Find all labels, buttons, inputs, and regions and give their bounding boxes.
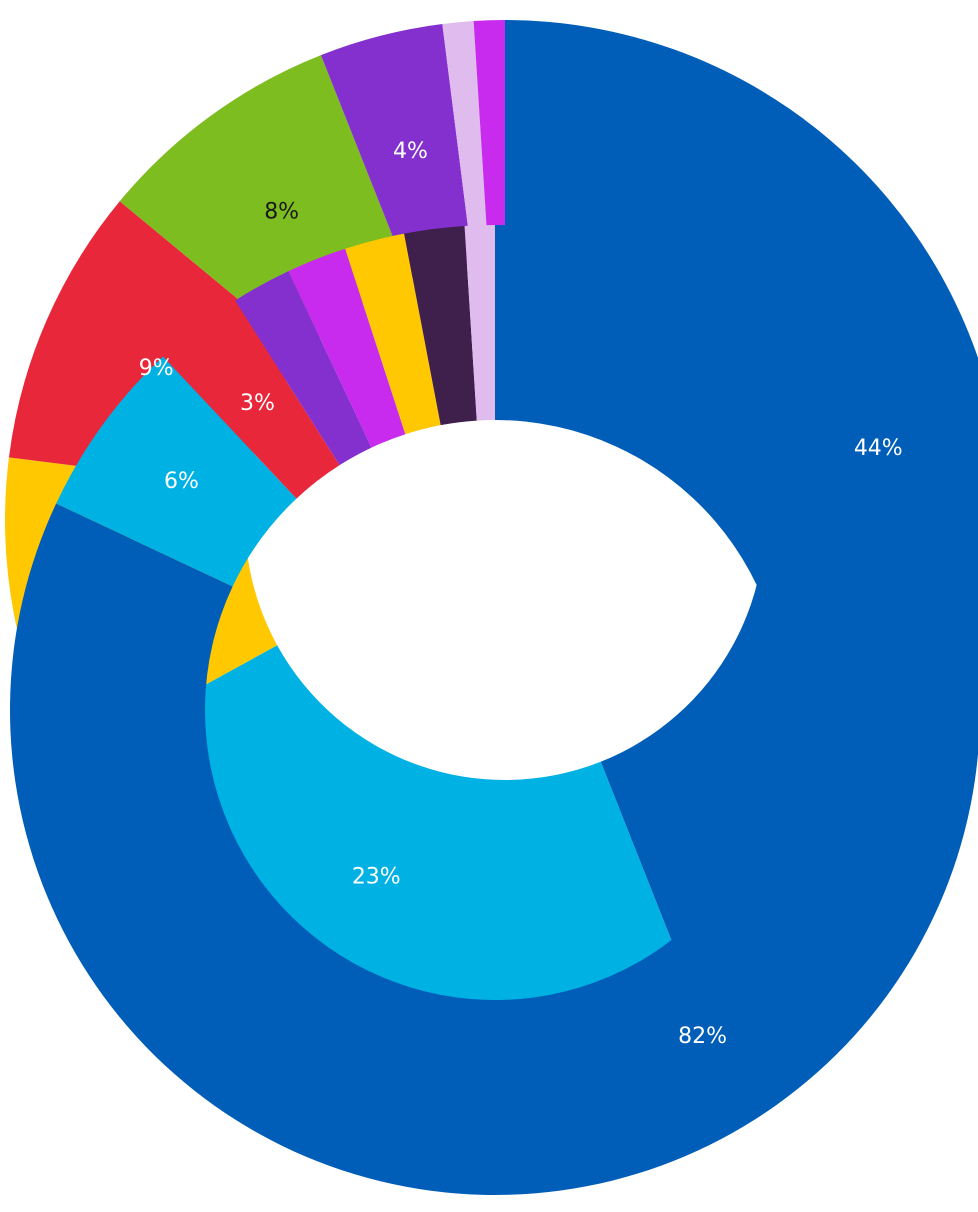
donut-slice — [442, 20, 489, 263]
donut-slice — [320, 23, 473, 279]
donut-slice — [473, 20, 505, 261]
value-label: 82% — [678, 1024, 727, 1049]
donut-slice — [10, 225, 978, 1195]
donut-slice — [345, 233, 441, 435]
donut-layer — [4, 20, 978, 1195]
value-label: 23% — [352, 865, 401, 890]
value-label: 8% — [264, 200, 299, 225]
donut-slice — [162, 300, 340, 499]
donut-slice — [464, 225, 495, 421]
donut-slice — [235, 271, 372, 466]
value-label: 6% — [164, 469, 199, 494]
label-layer: 44% 23% 9% 8% 4% 82% 6% 3% — [139, 139, 903, 1049]
donut-slice — [56, 356, 297, 587]
donut-slice — [404, 225, 477, 426]
donut-slice — [288, 248, 406, 448]
value-label: 9% — [139, 356, 174, 381]
value-label: 4% — [393, 139, 428, 164]
value-label: 44% — [854, 436, 903, 461]
value-label: 3% — [240, 391, 275, 416]
